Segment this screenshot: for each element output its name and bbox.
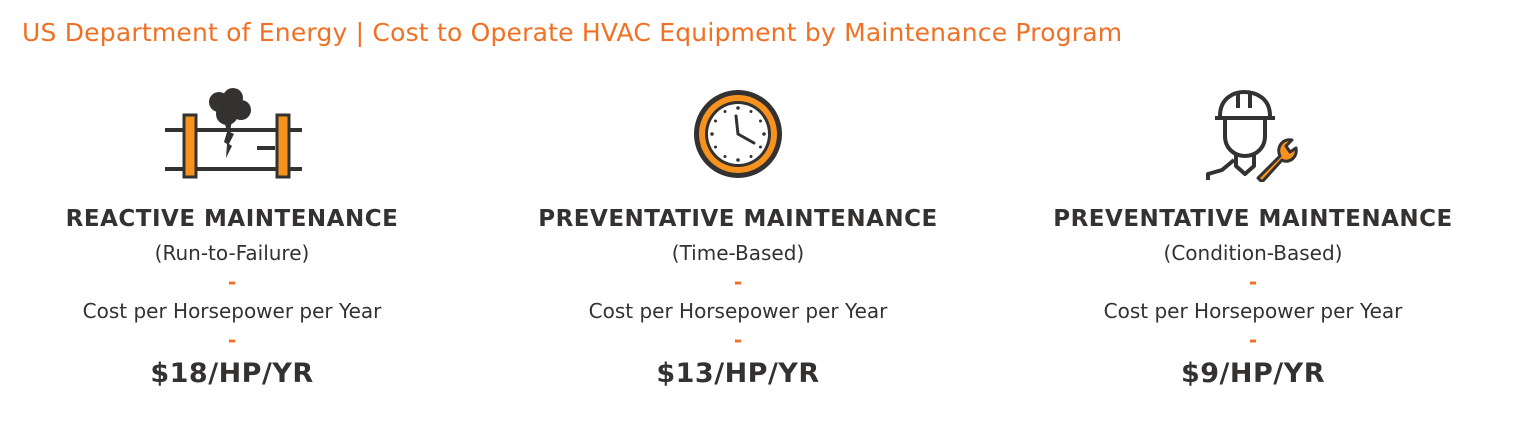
program-subtitle: (Time-Based): [671, 241, 805, 265]
separator: -: [733, 270, 743, 294]
separator: -: [1248, 270, 1258, 294]
separator: -: [733, 328, 743, 352]
price-value: $9/HP/YR: [1180, 358, 1326, 389]
cost-label: Cost per Horsepower per Year: [588, 299, 888, 323]
cost-label: Cost per Horsepower per Year: [82, 299, 382, 323]
cost-label: Cost per Horsepower per Year: [1103, 299, 1403, 323]
separator: -: [227, 270, 237, 294]
program-subtitle: (Condition-Based): [1163, 241, 1343, 265]
program-heading: PREVENTATIVE MAINTENANCE: [538, 206, 938, 232]
program-subtitle: (Run-to-Failure): [154, 241, 310, 265]
program-heading: REACTIVE MAINTENANCE: [65, 206, 399, 232]
price-value: $18/HP/YR: [150, 358, 314, 389]
separator: -: [227, 328, 237, 352]
program-heading: PREVENTATIVE MAINTENANCE: [1053, 206, 1453, 232]
program-condition-based: PREVENTATIVE MAINTENANCE (Condition-Base…: [993, 80, 1513, 392]
page-title: US Department of Energy | Cost to Operat…: [22, 18, 1123, 47]
clock-icon: [478, 80, 998, 182]
program-time-based: PREVENTATIVE MAINTENANCE (Time-Based) - …: [478, 80, 998, 392]
price-value: $13/HP/YR: [656, 358, 820, 389]
separator: -: [1248, 328, 1258, 352]
program-reactive: REACTIVE MAINTENANCE (Run-to-Failure) - …: [0, 80, 492, 392]
burst-pipe-icon: [0, 80, 492, 182]
technician-wrench-icon: [993, 80, 1513, 182]
